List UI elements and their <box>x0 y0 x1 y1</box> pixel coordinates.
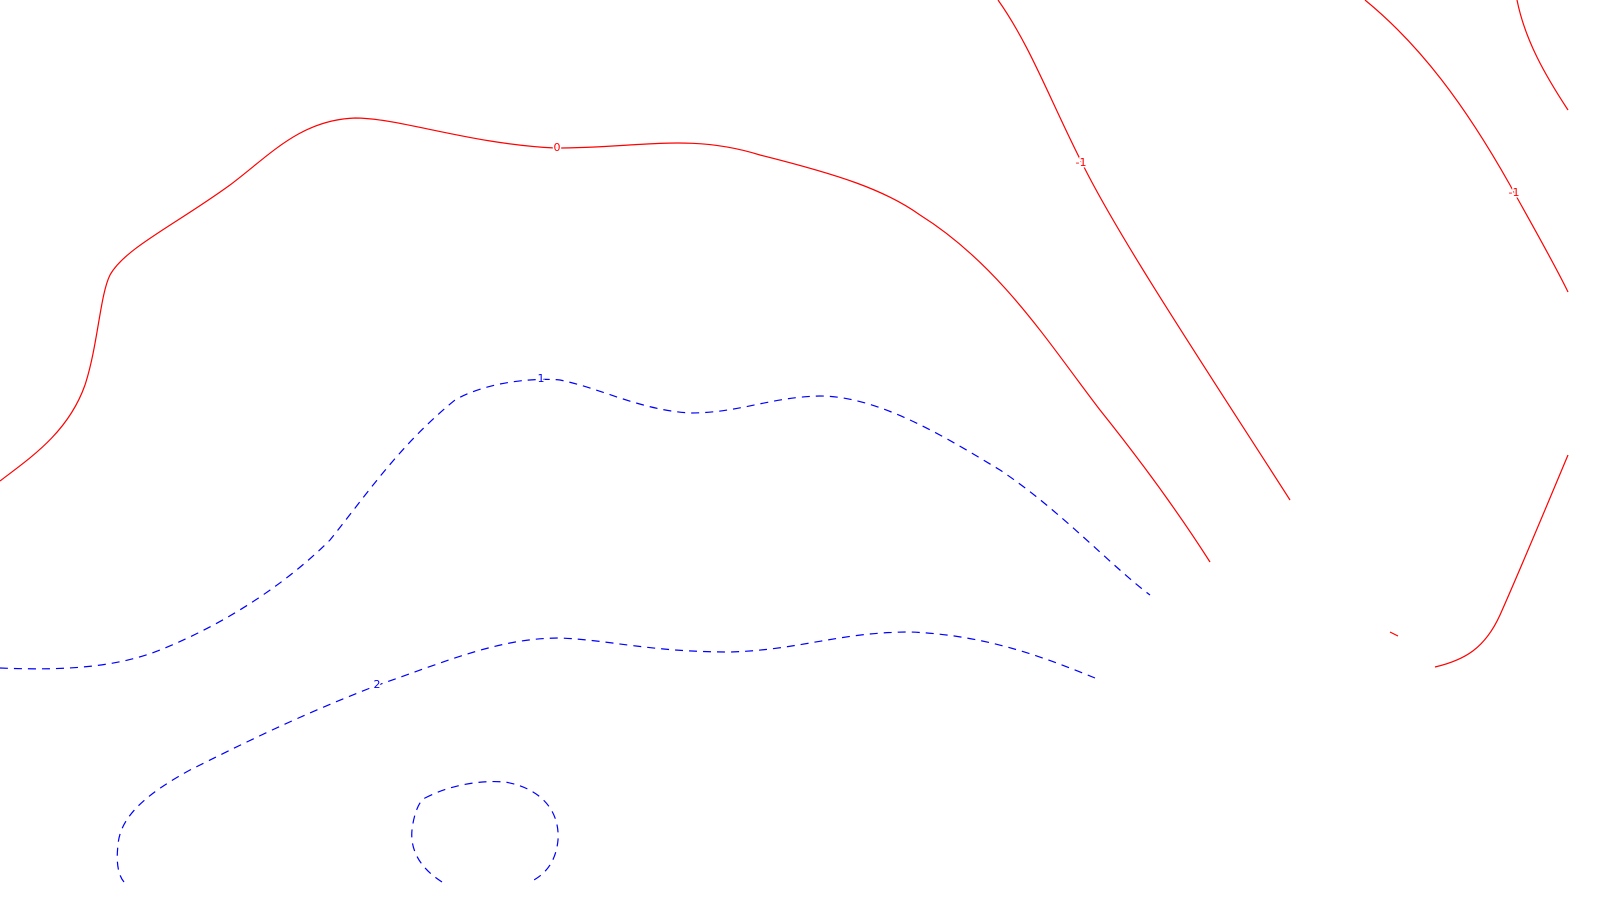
contour-line-level-neg1-b <box>1364 0 1569 293</box>
contour-label-2: 2 <box>374 678 381 691</box>
contour-line-level-2 <box>116 631 1096 883</box>
contour-line-fragment-small <box>1389 631 1399 637</box>
contour-label-neg1-a: -1 <box>1076 156 1087 169</box>
contour-line-level-2-loop <box>411 781 559 883</box>
contour-line-level-neg1-a <box>997 0 1291 501</box>
contour-line-level-neg1-fragment-top <box>1516 0 1569 111</box>
contour-line-level-0 <box>0 117 1211 563</box>
contour-line-level-1 <box>0 378 1151 670</box>
contour-line-level-0-lower-right <box>1434 454 1569 668</box>
contour-label-1: 1 <box>538 372 545 385</box>
contour-label-0: 0 <box>554 141 561 154</box>
contour-label-neg1-b: -1 <box>1509 186 1520 199</box>
